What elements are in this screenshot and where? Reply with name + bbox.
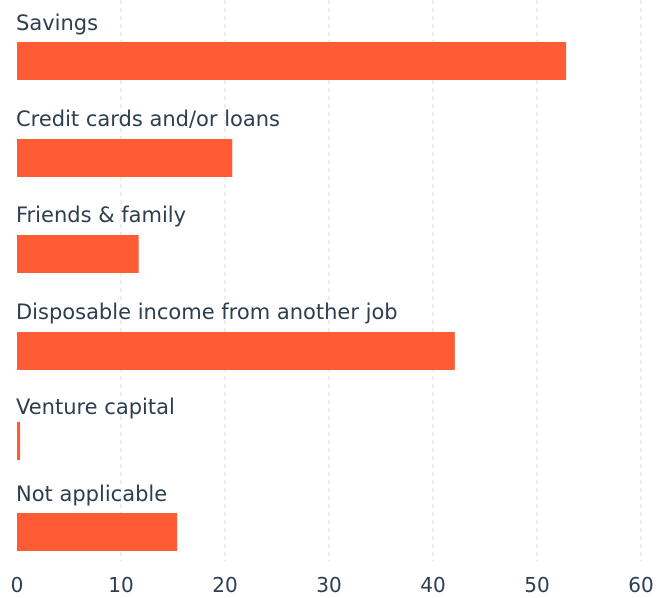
x-tick-label-40: 40 [420,573,445,597]
category-label-venture-capital: Venture capital [16,395,175,419]
category-label-credit-cards-and-or-loans: Credit cards and/or loans [16,107,280,131]
x-tick-label-30: 30 [316,573,341,597]
category-label-not-applicable: Not applicable [16,482,167,506]
gridlines [120,0,642,562]
bar-friends-family [17,235,139,273]
category-label-disposable-income-from-another-job: Disposable income from another job [16,300,398,324]
bars [17,42,567,551]
category-label-savings: Savings [16,11,98,35]
x-tick-label-0: 0 [11,573,24,597]
bar-disposable-income-from-another-job [17,332,455,370]
x-axis-ticks: 0 10 20 30 40 50 60 [11,573,654,597]
x-tick-label-20: 20 [212,573,237,597]
bar-credit-cards-and-or-loans [17,139,233,177]
x-tick-label-60: 60 [628,573,653,597]
x-tick-label-10: 10 [108,573,133,597]
x-tick-label-50: 50 [524,573,549,597]
bar-savings [17,42,567,80]
category-label-friends-family: Friends & family [16,203,186,227]
category-labels: Savings Credit cards and/or loans Friends … [16,11,398,506]
bar-venture-capital [17,422,21,460]
bar-not-applicable [17,513,178,551]
